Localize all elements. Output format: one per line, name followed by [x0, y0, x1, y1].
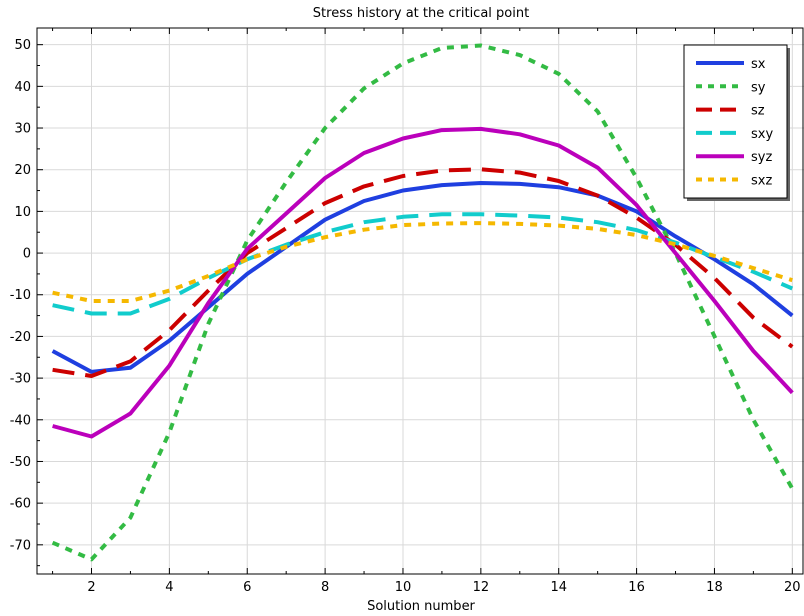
x-tick-label: 8 [321, 580, 329, 595]
y-tick-label: 30 [14, 122, 31, 137]
legend-label-syz: syz [751, 150, 772, 165]
x-tick-label: 18 [706, 580, 723, 595]
series-line-sx [51, 181, 794, 374]
y-tick-label: -30 [10, 372, 31, 387]
plot-area-frame [36, 27, 804, 575]
x-tick-label: 10 [395, 580, 412, 595]
series-line-sxz [52, 221, 793, 303]
legend-label-sy: sy [751, 80, 766, 95]
y-tick-label: -20 [10, 330, 31, 345]
legend-box [683, 44, 788, 199]
x-tick-label: 16 [628, 580, 645, 595]
x-axis: 2 4 6 8 10 12 14 16 18 20 [52, 28, 801, 595]
y-tick-label: -40 [10, 413, 31, 428]
y-tick-label: -70 [10, 538, 31, 553]
y-tick-label: -60 [10, 497, 31, 512]
x-axis-label: Solution number [367, 599, 475, 614]
y-tick-label: 20 [14, 163, 31, 178]
legend-label-sxz: sxz [751, 174, 772, 189]
x-tick-label: 6 [243, 580, 251, 595]
y-tick-label: -10 [10, 288, 31, 303]
x-tick-label: 20 [784, 580, 801, 595]
legend-label-sz: sz [751, 104, 765, 119]
y-tick-label: -50 [10, 455, 31, 470]
y-tick-label: 50 [14, 38, 31, 53]
x-tick-label: 14 [550, 580, 567, 595]
legend-label-sxy: sxy [751, 127, 773, 142]
series-layer [51, 43, 795, 562]
x-tick-label: 12 [473, 580, 490, 595]
series-line-sxy [52, 212, 794, 316]
chart-title: Stress history at the critical point [313, 6, 529, 21]
y-tick-label: 0 [23, 247, 31, 262]
series-line-sy [51, 43, 795, 562]
legend: sx sy sz sxy syz sxz [683, 44, 790, 201]
y-axis: -70 -60 -50 -40 -30 -20 -10 0 10 20 30 40 50 [10, 38, 43, 567]
y-tick-label: 10 [14, 205, 31, 220]
legend-label-sx: sx [751, 57, 766, 72]
series-line-syz [52, 126, 794, 439]
x-tick-label: 4 [165, 580, 173, 595]
y-tick-label: 40 [14, 80, 31, 95]
x-tick-label: 2 [87, 580, 95, 595]
grid-lines [37, 28, 804, 574]
